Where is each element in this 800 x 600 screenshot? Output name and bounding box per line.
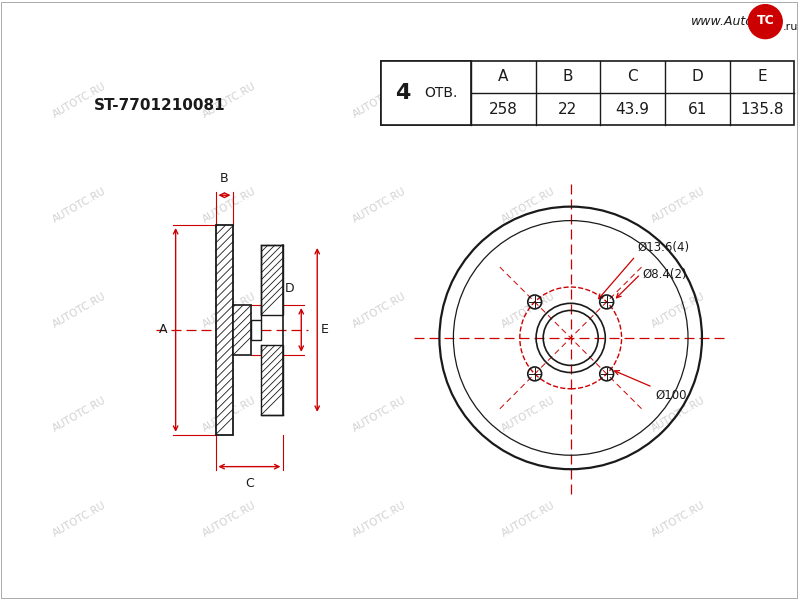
Bar (262, 245, 283, 314)
Text: AUTOTC.RU: AUTOTC.RU (500, 290, 558, 329)
Text: .ru: .ru (783, 22, 798, 32)
Text: D: D (285, 282, 294, 295)
Text: AUTOTC.RU: AUTOTC.RU (650, 395, 707, 434)
Bar (381, 61, 794, 125)
Bar (234, 305, 251, 355)
Text: AUTOTC.RU: AUTOTC.RU (51, 186, 108, 224)
Text: C: C (627, 69, 638, 84)
Text: AUTOTC.RU: AUTOTC.RU (201, 500, 258, 539)
Text: 4: 4 (395, 83, 410, 103)
Text: AUTOTC.RU: AUTOTC.RU (350, 186, 408, 224)
Text: 22: 22 (558, 101, 578, 116)
Bar (618, 5, 793, 38)
Text: TC: TC (756, 14, 774, 27)
Text: AUTOTC.RU: AUTOTC.RU (650, 81, 707, 120)
Text: AUTOTC.RU: AUTOTC.RU (51, 500, 108, 539)
Text: AUTOTC.RU: AUTOTC.RU (51, 395, 108, 434)
Text: AUTOTC.RU: AUTOTC.RU (650, 500, 707, 539)
Bar (262, 346, 283, 415)
Circle shape (748, 5, 782, 38)
Text: B: B (220, 172, 229, 185)
Text: AUTOTC.RU: AUTOTC.RU (350, 500, 408, 539)
Text: www.Auto: www.Auto (691, 15, 754, 28)
Text: E: E (757, 69, 766, 84)
Text: A: A (498, 69, 509, 84)
Bar (215, 225, 234, 434)
Text: Ø13.6(4): Ø13.6(4) (638, 241, 690, 254)
Text: 61: 61 (687, 101, 707, 116)
Text: AUTOTC.RU: AUTOTC.RU (500, 186, 558, 224)
Text: AUTOTC.RU: AUTOTC.RU (350, 395, 408, 434)
Text: AUTOTC.RU: AUTOTC.RU (350, 81, 408, 120)
Text: 135.8: 135.8 (740, 101, 784, 116)
Text: AUTOTC.RU: AUTOTC.RU (500, 81, 558, 120)
Text: AUTOTC.RU: AUTOTC.RU (51, 81, 108, 120)
Text: AUTOTC.RU: AUTOTC.RU (650, 186, 707, 224)
Text: AUTOTC.RU: AUTOTC.RU (650, 290, 707, 329)
Text: B: B (562, 69, 573, 84)
Text: Ø8.4(2): Ø8.4(2) (642, 268, 687, 281)
Text: AUTOTC.RU: AUTOTC.RU (500, 500, 558, 539)
Bar (381, 61, 471, 125)
Text: AUTOTC.RU: AUTOTC.RU (201, 395, 258, 434)
Text: E: E (322, 323, 329, 337)
Text: AUTOTC.RU: AUTOTC.RU (350, 290, 408, 329)
Text: Ø100: Ø100 (656, 389, 687, 402)
Text: C: C (245, 476, 254, 490)
Text: D: D (691, 69, 703, 84)
Text: A: A (159, 323, 168, 337)
Text: ST-7701210081: ST-7701210081 (94, 98, 226, 113)
Text: AUTOTC.RU: AUTOTC.RU (201, 186, 258, 224)
Text: AUTOTC.RU: AUTOTC.RU (201, 81, 258, 120)
Text: AUTOTC.RU: AUTOTC.RU (201, 290, 258, 329)
Text: 43.9: 43.9 (615, 101, 650, 116)
Bar (251, 320, 262, 340)
Text: AUTOTC.RU: AUTOTC.RU (51, 290, 108, 329)
Text: 258: 258 (489, 101, 518, 116)
Text: AUTOTC.RU: AUTOTC.RU (500, 395, 558, 434)
Text: ОТВ.: ОТВ. (424, 86, 458, 100)
